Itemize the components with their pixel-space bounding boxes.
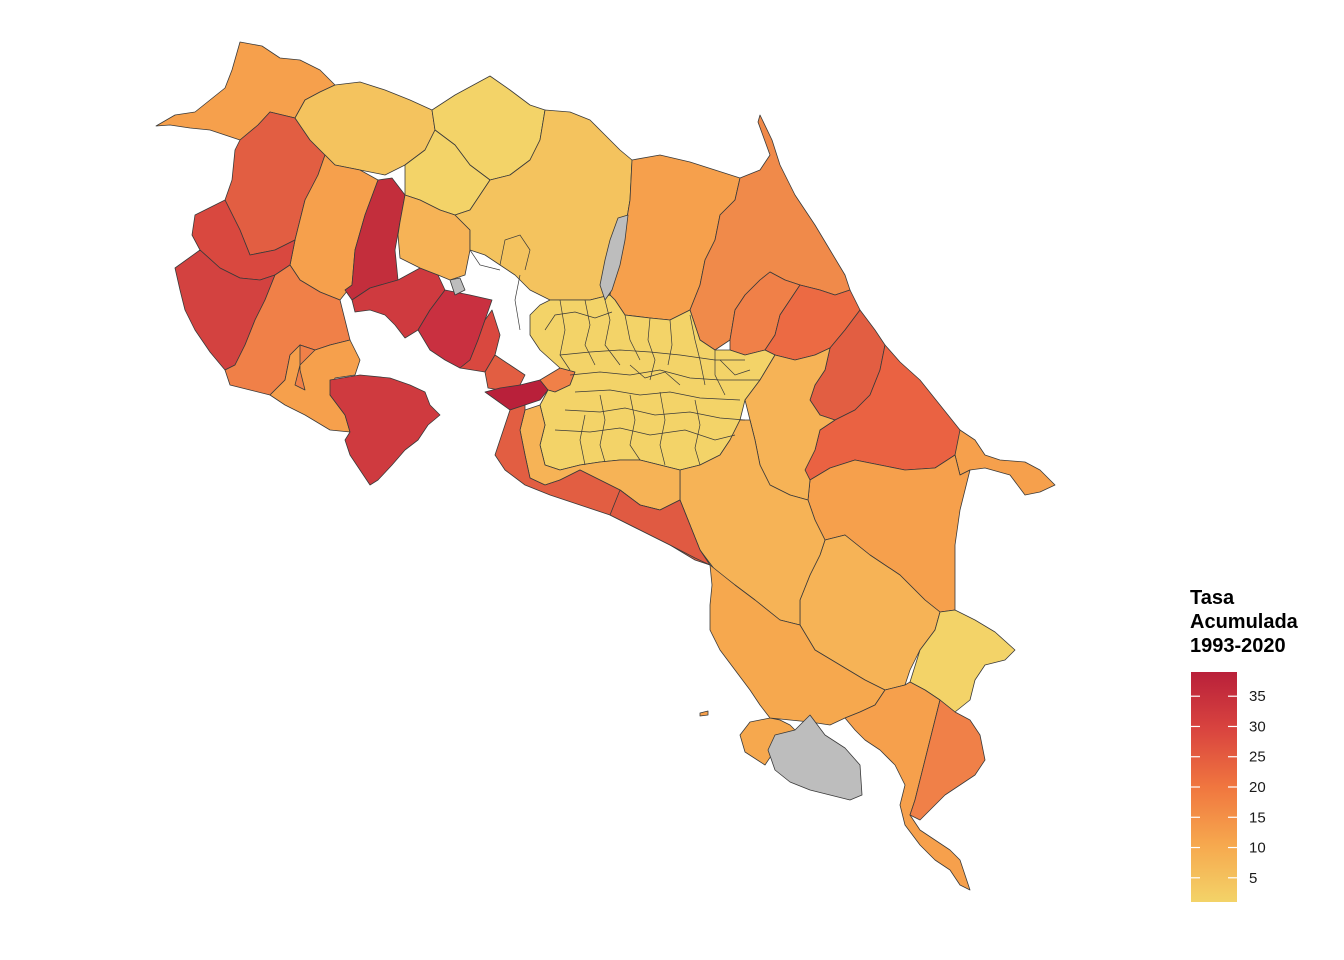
region-cobano	[329, 374, 441, 486]
legend-tick-label: 30	[1249, 718, 1266, 735]
legend-title: Tasa Acumulada 1993-2020	[1190, 586, 1340, 658]
region-san-carlos-west	[454, 109, 633, 301]
region-esparza	[484, 354, 526, 391]
legend-title-line-3: 1993-2020	[1190, 635, 1286, 657]
region-no-data-volcano	[599, 214, 629, 301]
legend-tick-label: 10	[1249, 840, 1266, 857]
region-nandayure	[294, 344, 316, 391]
region-island	[699, 710, 709, 717]
legend-tick-label: 25	[1249, 749, 1266, 766]
legend-title-line-1: Tasa	[1190, 587, 1235, 609]
central-canton-boundaries	[469, 234, 760, 466]
legend-tick-label: 5	[1249, 870, 1257, 887]
region-coto-brus	[909, 609, 1016, 713]
legend: 35 30 25 20 15 10 5	[1191, 672, 1266, 902]
region-no-data-gulf	[449, 277, 466, 296]
legend-tick-label: 15	[1249, 809, 1266, 826]
region-no-data-osa	[767, 714, 863, 801]
legend-title-line-2: Acumulada	[1190, 611, 1298, 633]
region-tilaran	[397, 194, 471, 281]
map-regions	[155, 41, 1056, 891]
region-osa	[709, 564, 886, 766]
legend-ticks: 35 30 25 20 15 10 5	[1191, 688, 1266, 887]
legend-tick-label: 35	[1249, 688, 1266, 705]
region-quepos	[609, 489, 711, 566]
region-corredores	[909, 699, 986, 821]
region-matina	[954, 429, 1056, 496]
legend-tick-label: 20	[1249, 779, 1266, 796]
